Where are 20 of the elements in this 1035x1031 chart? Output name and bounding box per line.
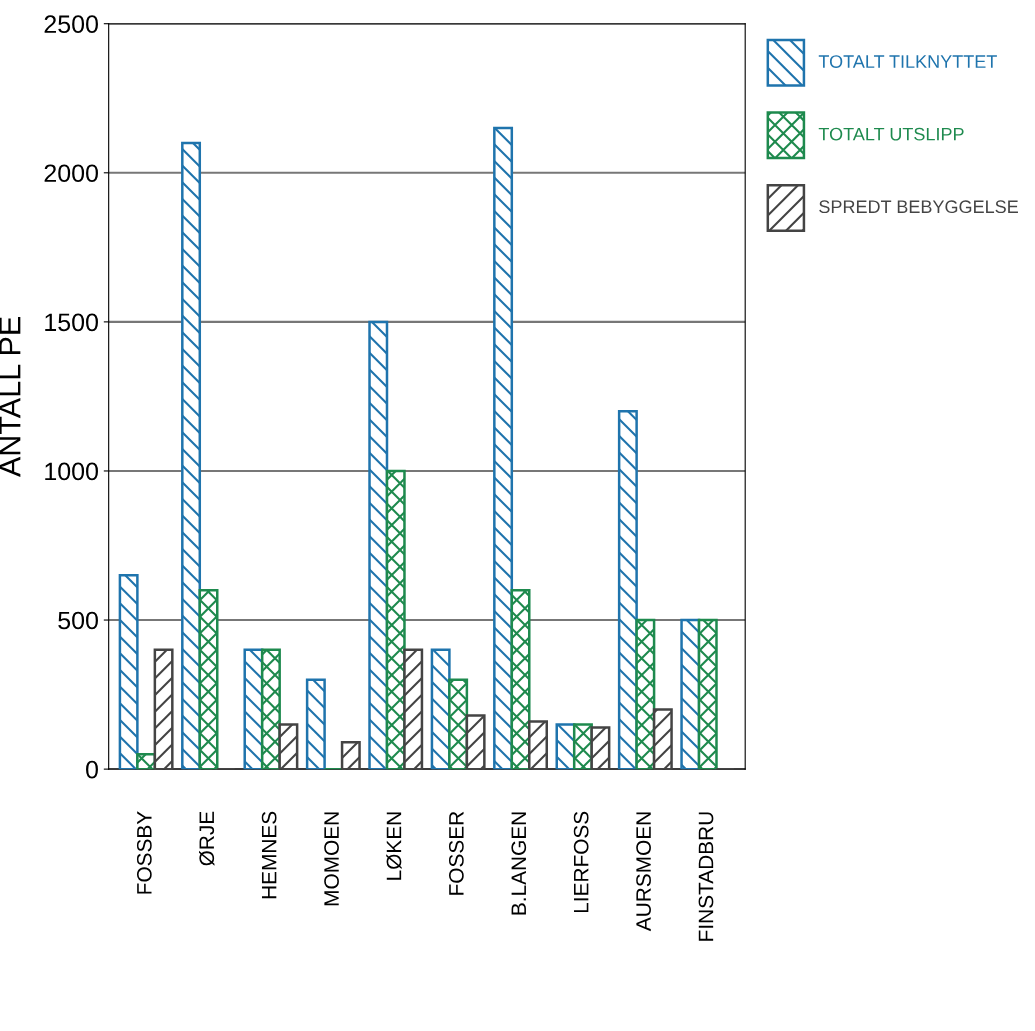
x-tick-label: AURSMOEN xyxy=(636,812,651,932)
y-tick-label: 500 xyxy=(58,611,98,630)
x-tick-label: FOSSBY xyxy=(136,811,152,894)
x-tick-label: LØKEN xyxy=(386,812,402,880)
x-tick-label: ØRJE xyxy=(199,811,215,866)
y-tick-label: 1500 xyxy=(45,313,98,332)
x-tick-label: FINSTADBRU xyxy=(698,812,714,941)
y-tick-label: 0 xyxy=(86,760,98,779)
x-tick-label: HEMNES xyxy=(261,811,277,899)
x-tick-label: B.LANGEN xyxy=(511,812,527,915)
y-tick-label: 2000 xyxy=(44,164,98,183)
text: TOTALT UTSLIPP xyxy=(818,127,964,141)
x-tick-label: MOMOEN xyxy=(324,812,339,906)
y-axis-title: ANTALL PE xyxy=(0,317,21,478)
text: SPREDT BEBYGGELSE xyxy=(819,200,1018,214)
x-tick-label: LIERFOSS xyxy=(573,811,589,913)
y-tick-label: 1000 xyxy=(45,462,98,481)
text: TOTALT TILKNYTTET xyxy=(818,55,997,68)
x-tick-label: FOSSER xyxy=(448,811,464,895)
y-tick-label: 2500 xyxy=(44,15,98,34)
